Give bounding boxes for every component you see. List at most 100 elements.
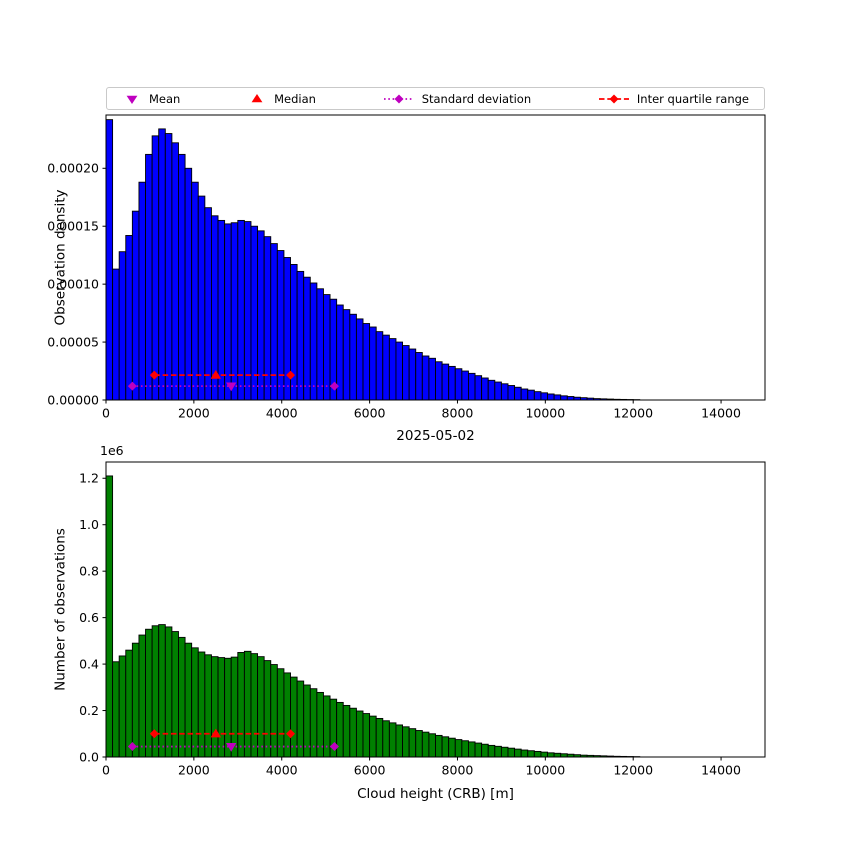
hist-bar [441,736,450,758]
hist-bar [355,318,364,401]
hist-bar [435,734,443,758]
hist-bar [362,323,371,401]
legend-item-median: Median [247,92,316,106]
hist-bar [237,652,245,758]
hist-bar [507,385,516,401]
hist-bar [468,372,476,401]
hist-bar [158,624,166,758]
hist-bar [197,195,206,401]
hist-bar [566,396,575,401]
hist-bar [500,746,509,758]
hist-bar [296,680,305,758]
hist-bar [112,268,120,401]
y-tick-label: 0.4 [79,656,99,671]
legend-label-iqr: Inter quartile range [636,91,749,106]
x-tick-label: 6000 [354,763,386,778]
hist-bar [309,282,318,401]
hist-bar [105,475,114,758]
hist-bar [151,625,160,758]
hist-bar [395,724,403,758]
hist-bar [250,225,259,401]
panel-top: 0 2000 4000 6000 8000 10000 12000 14000 0.00000 0… [47,114,766,421]
hist-bar [283,257,291,401]
hist-bar [191,181,199,401]
hist-bar [540,392,548,401]
hist-bar [118,251,127,401]
hist-bar [382,720,390,758]
hist-bar [145,628,153,758]
hist-bar [151,135,160,401]
legend-item-iqr: Inter quartile range [598,92,749,106]
hist-bar [369,326,377,401]
hist-bar [461,370,469,401]
hist-bar [210,656,219,758]
hist-bar [520,749,529,758]
x-axis-label: Cloud height (CRB) [m] [357,786,514,802]
hist-bar [421,731,430,758]
hist-bar [547,752,555,758]
hist-bar [355,710,364,758]
hist-bar [243,650,252,758]
hist-bar [270,664,278,758]
hist-bar [481,377,489,401]
hist-bar [276,668,285,758]
hist-bar [421,355,430,401]
hist-bar [514,748,522,758]
hist-bar [533,391,542,401]
hist-bar [487,379,496,401]
hist-bar [342,704,351,758]
hist-bar [349,707,357,758]
x-tick-label: 4000 [266,406,298,421]
hist-bar [243,221,252,401]
x-tick-label: 2000 [178,763,210,778]
hist-bar [217,657,226,758]
x-tick-label: 12000 [613,406,653,421]
hist-bar [448,365,456,401]
hist-bar [362,713,371,758]
hist-bar [408,728,417,758]
hist-bar [230,656,239,758]
hist-bar [105,119,114,401]
hist-bar [171,631,179,758]
x-tick-label: 8000 [442,406,474,421]
median-marker [210,728,222,738]
y-tick-label: 0.00010 [47,276,99,291]
std-dev-right-marker [329,742,339,752]
hist-bar [547,393,555,401]
legend: Mean Median Standard deviation Inter qua… [106,87,765,110]
hist-bar [316,288,324,401]
hist-bar [560,395,568,401]
panel-bottom: 0 2000 4000 6000 8000 10000 12000 14000 0.0 0.2 0.… [79,461,766,778]
hist-bar [276,250,285,401]
hist-bar [283,672,291,758]
y-tick-label: 0.00000 [47,392,99,407]
std-dev-left-marker [127,742,137,752]
hist-bar [527,750,535,758]
hist-bar [454,739,463,758]
hist-bar [468,741,476,758]
hist-bar [237,219,245,401]
hist-bar [520,388,529,401]
hist-bar [290,676,298,758]
hist-bar [217,219,226,401]
hist-bar [375,717,384,758]
hist-bar [428,357,436,401]
y-tick-label: 1.0 [79,517,99,532]
hist-bar [500,383,509,401]
std-dev-dotted-diamond-icon [383,94,414,103]
y-tick-label: 0.00015 [47,219,99,234]
median-triangle-up-icon [251,93,263,102]
hist-bar [415,352,423,401]
hist-bar [290,264,298,401]
mean-marker [226,742,237,752]
hist-bar [448,737,456,758]
x-tick-label: 4000 [266,763,298,778]
hist-bar [408,348,417,401]
y-tick-label: 0.6 [79,610,99,625]
hist-bar [125,649,133,758]
hist-bar [388,338,397,401]
y-offset-label: 1e6 [100,443,124,458]
hist-bar [514,386,522,401]
